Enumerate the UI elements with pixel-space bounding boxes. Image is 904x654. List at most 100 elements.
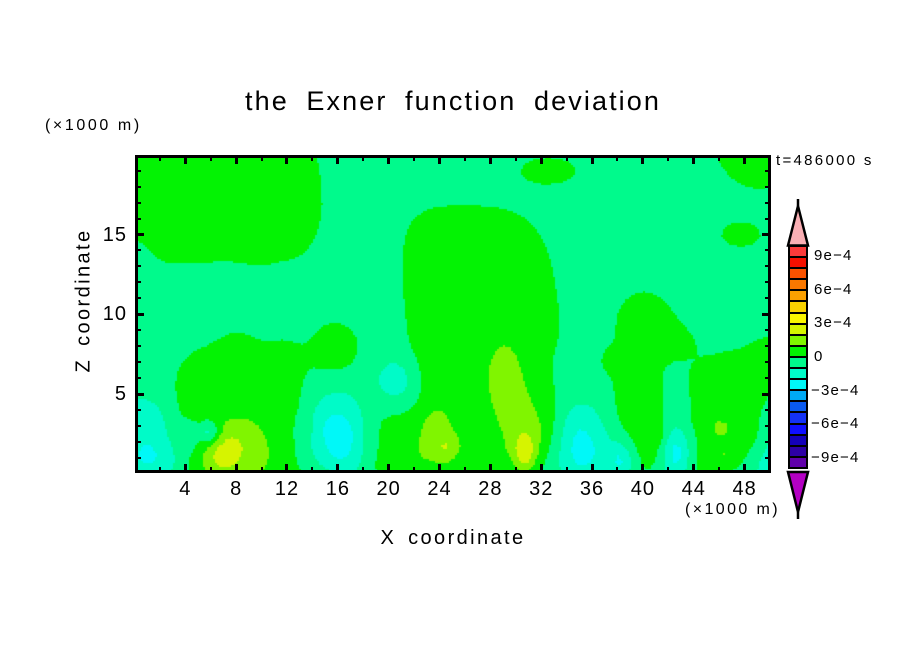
tick-mark <box>137 345 141 348</box>
tick-mark <box>463 467 466 471</box>
x-tick-label: 16 <box>325 478 350 500</box>
x-axis-title: X coordinate <box>380 527 526 549</box>
colorbar-tick-label: 9e−4 <box>814 247 853 265</box>
tick-mark <box>137 425 141 428</box>
colorbar-cell <box>790 433 806 445</box>
tick-mark <box>158 467 161 471</box>
tick-mark <box>765 361 769 364</box>
colorbar-cell <box>790 278 806 290</box>
tick-mark <box>616 157 619 161</box>
tick-mark <box>137 185 141 188</box>
colorbar-cell <box>790 289 806 301</box>
x-tick-label: 48 <box>732 478 757 500</box>
contour-field-canvas <box>137 157 769 471</box>
tick-mark <box>137 233 144 236</box>
colorbar-cell <box>790 378 806 390</box>
tick-mark <box>336 157 340 164</box>
tick-mark <box>311 467 314 471</box>
colorbar-cell <box>790 400 806 412</box>
colorbar-cell <box>790 256 806 268</box>
colorbar-cell <box>790 444 806 456</box>
tick-mark <box>718 157 721 161</box>
tick-mark <box>438 157 442 164</box>
tick-mark <box>413 157 416 161</box>
colorbar-tick-label: −6e−4 <box>811 415 860 433</box>
tick-mark <box>137 281 141 284</box>
tick-mark <box>234 157 238 164</box>
x-tick-label: 24 <box>427 478 452 500</box>
z-tick-label: 15 <box>102 223 127 246</box>
tick-mark <box>362 157 365 161</box>
colorbar-cell <box>790 247 806 257</box>
tick-mark <box>765 345 769 348</box>
tick-mark <box>667 467 670 471</box>
tick-mark <box>488 157 492 164</box>
tick-mark <box>285 464 289 471</box>
x-tick-label: 32 <box>529 478 554 500</box>
tick-mark <box>311 157 314 161</box>
tick-mark <box>641 157 645 164</box>
tick-mark <box>692 464 696 471</box>
tick-mark <box>137 409 141 412</box>
colorbar-under-arrow <box>786 470 810 513</box>
colorbar-tick-label: 0 <box>814 348 824 365</box>
colorbar-cell <box>790 322 806 334</box>
tick-mark <box>765 425 769 428</box>
colorbar-tick-label: 3e−4 <box>814 314 853 332</box>
tick-mark <box>565 467 568 471</box>
tick-mark <box>743 464 747 471</box>
tick-mark <box>183 157 187 164</box>
tick-mark <box>137 249 141 252</box>
tick-mark <box>137 361 141 364</box>
tick-mark <box>387 464 391 471</box>
tick-mark <box>514 157 517 161</box>
tick-mark <box>137 201 141 204</box>
z-axis-unit-label: (×1000 m) <box>45 117 142 134</box>
colorbar-tick-label: −3e−4 <box>811 381 860 399</box>
tick-mark <box>137 312 144 316</box>
tick-mark <box>387 157 391 164</box>
tick-mark <box>765 185 769 188</box>
tick-mark <box>539 464 543 471</box>
tick-mark <box>765 281 769 284</box>
colorbar-cell <box>790 411 806 423</box>
x-tick-label: 40 <box>630 478 656 500</box>
colorbar-cell <box>790 455 806 467</box>
colorbar-cell <box>790 344 806 356</box>
tick-mark <box>590 464 594 471</box>
colorbar-tick-label: −9e−4 <box>811 448 860 466</box>
tick-mark <box>362 467 365 471</box>
z-tick-label: 5 <box>114 383 127 406</box>
tick-mark <box>762 312 769 316</box>
tick-mark <box>234 464 238 471</box>
x-tick-label: 12 <box>274 478 300 500</box>
tick-mark <box>336 464 340 471</box>
colorbar <box>788 245 808 469</box>
colorbar-tick-label: 6e−4 <box>814 280 853 298</box>
tick-mark <box>765 441 769 444</box>
tick-mark <box>762 392 769 396</box>
tick-mark <box>137 392 144 396</box>
colorbar-cell <box>790 267 806 279</box>
tick-mark <box>463 157 466 161</box>
tick-mark <box>765 249 769 252</box>
tick-mark <box>137 441 141 444</box>
tick-mark <box>488 464 492 471</box>
tick-mark <box>137 377 141 380</box>
colorbar-cell <box>790 333 806 345</box>
tick-mark <box>514 467 517 471</box>
tick-mark <box>743 157 747 164</box>
tick-mark <box>183 464 187 471</box>
x-tick-label: 4 <box>179 478 192 500</box>
tick-mark <box>260 467 263 471</box>
x-axis-unit-label: (×1000 m) <box>685 501 780 518</box>
tick-mark <box>158 157 161 161</box>
tick-mark <box>692 157 696 164</box>
tick-mark <box>641 464 645 471</box>
tick-mark <box>539 157 543 164</box>
tick-mark <box>137 457 141 460</box>
z-tick-label: 10 <box>102 303 127 326</box>
tick-mark <box>209 467 212 471</box>
x-tick-label: 8 <box>230 478 243 500</box>
tick-mark <box>765 201 769 204</box>
